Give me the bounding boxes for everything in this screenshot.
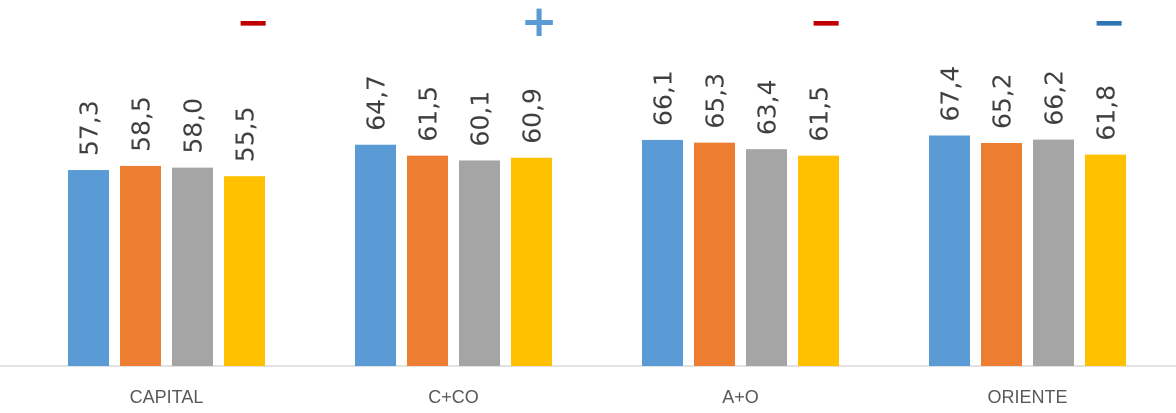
bar xyxy=(981,143,1022,366)
bar-group-oriente xyxy=(929,135,1126,366)
value-label: 55,5 xyxy=(231,107,260,163)
bar xyxy=(929,135,970,366)
bar xyxy=(798,155,839,366)
plus-marker: + xyxy=(521,0,558,47)
value-label: 57,3 xyxy=(75,100,104,156)
value-label: 61,8 xyxy=(1092,85,1121,141)
bar xyxy=(355,144,396,366)
bar-group-c-co xyxy=(355,144,552,366)
bar xyxy=(120,165,161,366)
value-label: 65,3 xyxy=(701,73,730,129)
value-label: 65,2 xyxy=(988,73,1017,129)
bar xyxy=(68,170,109,366)
bar xyxy=(1085,154,1126,366)
bar-group-capital xyxy=(68,165,265,366)
minus-marker: − xyxy=(236,0,270,46)
value-label: 60,9 xyxy=(518,88,547,144)
minus-marker: − xyxy=(809,0,843,46)
value-label: 61,5 xyxy=(805,86,834,142)
category-labels: CAPITAL C+CO A+O ORIENTE xyxy=(130,387,1068,407)
bar xyxy=(642,139,683,366)
value-label: 66,2 xyxy=(1040,70,1069,126)
bar xyxy=(407,155,448,366)
bar xyxy=(459,160,500,366)
category-label: C+CO xyxy=(428,387,479,407)
value-label: 63,4 xyxy=(753,80,782,136)
value-label: 60,1 xyxy=(466,91,495,147)
value-labels: 57,3 58,5 58,0 55,5 64,7 61,5 60,1 60,9 66,1 65,3… xyxy=(75,66,1121,162)
value-label: 61,5 xyxy=(414,86,443,142)
bar xyxy=(172,167,213,366)
change-markers: − + − − xyxy=(236,0,1126,47)
bar xyxy=(746,149,787,366)
minus-marker: − xyxy=(1092,0,1126,46)
value-label: 58,5 xyxy=(127,96,156,152)
bar-group-a-o xyxy=(642,139,839,366)
category-label: CAPITAL xyxy=(130,387,204,407)
value-label: 64,7 xyxy=(362,75,391,131)
bar xyxy=(1033,139,1074,366)
value-label: 66,1 xyxy=(649,70,678,126)
value-label: 67,4 xyxy=(936,66,965,122)
bar xyxy=(511,157,552,366)
bars xyxy=(68,135,1126,366)
bar xyxy=(224,176,265,366)
category-label: A+O xyxy=(722,387,759,407)
category-label: ORIENTE xyxy=(987,387,1067,407)
value-label: 58,0 xyxy=(179,98,208,154)
bar xyxy=(694,142,735,366)
